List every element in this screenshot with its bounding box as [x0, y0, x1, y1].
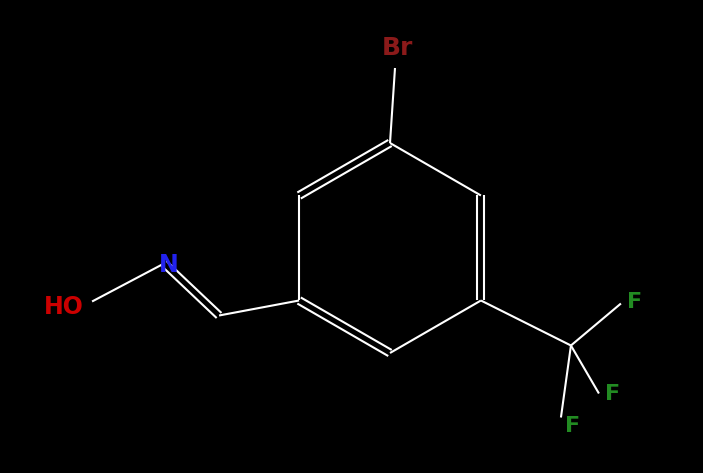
Text: F: F	[605, 384, 620, 403]
Text: F: F	[565, 415, 580, 436]
Text: N: N	[159, 254, 179, 278]
Text: HO: HO	[44, 295, 84, 318]
Text: Br: Br	[381, 36, 413, 60]
Text: F: F	[627, 291, 642, 312]
